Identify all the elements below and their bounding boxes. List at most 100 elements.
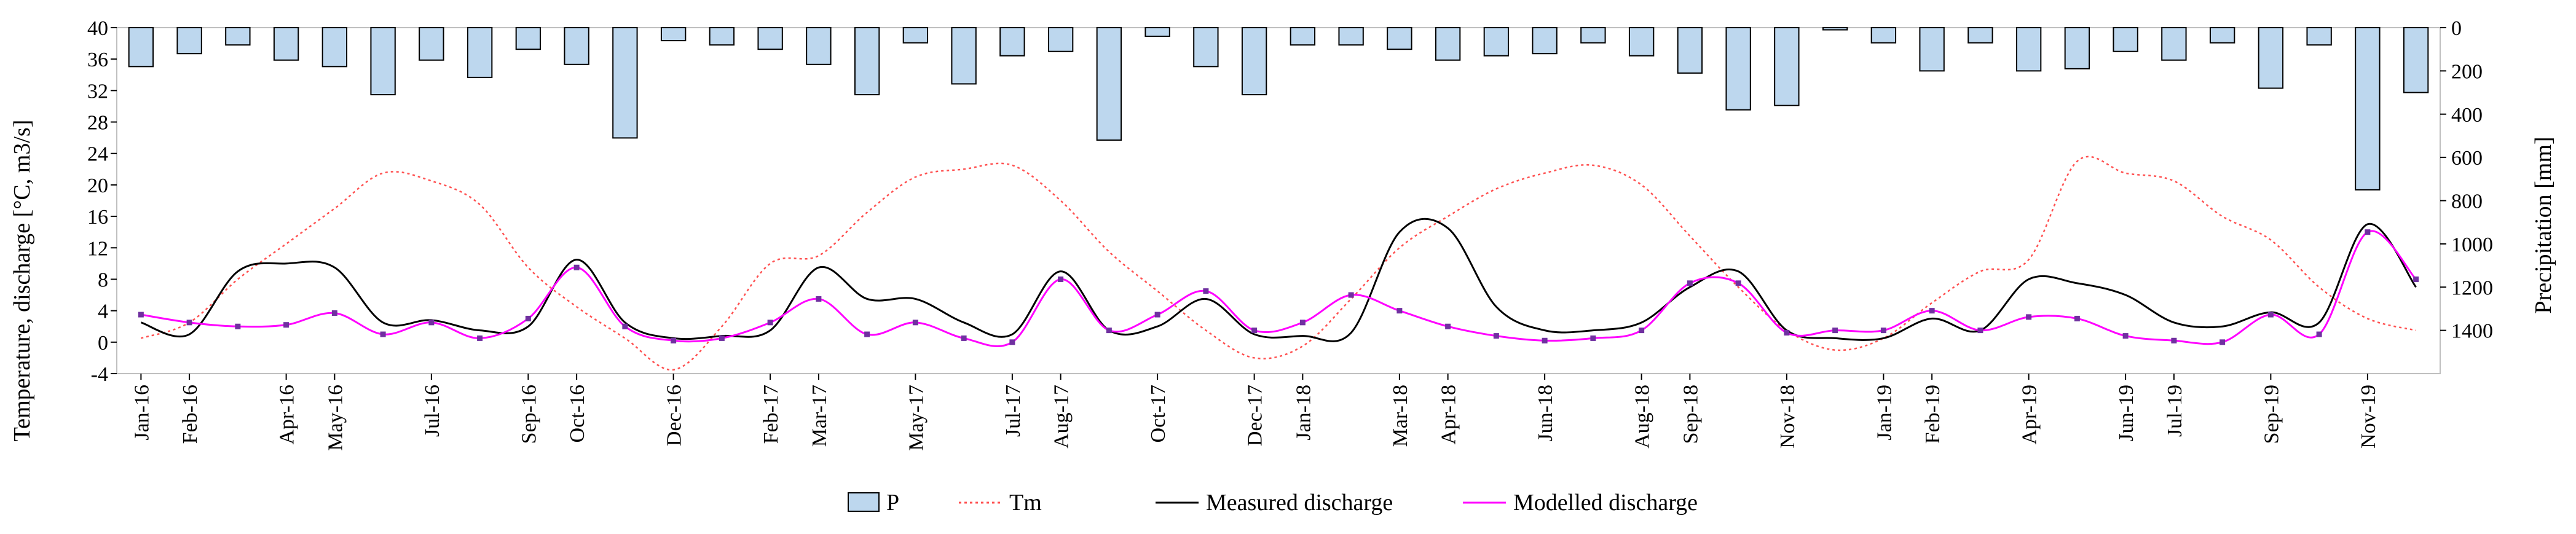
precipitation-bar (515, 27, 542, 50)
modelled-discharge-point (1058, 276, 1064, 282)
modelled-discharge-point (2413, 276, 2419, 282)
modelled-discharge-point (1445, 323, 1451, 329)
modelled-discharge-point (331, 310, 337, 316)
plot-frame (116, 27, 2441, 374)
right-axis-tick-label: 800 (2451, 190, 2483, 213)
x-axis-tick-label: Mar-18 (1389, 385, 1412, 447)
modelled-discharge-point (912, 320, 918, 326)
precipitation-bar (2403, 27, 2429, 93)
modelled-discharge-point (2267, 312, 2274, 318)
precipitation-bar (854, 27, 880, 96)
legend-label: Modelled discharge (1513, 490, 1698, 516)
measured-discharge-line (140, 218, 2417, 342)
precipitation-bar (709, 27, 735, 46)
modelled-discharge-point (477, 335, 483, 341)
left-axis-tick-label: 32 (87, 80, 108, 103)
left-axis-tick-label: 24 (87, 143, 108, 166)
precipitation-bar (757, 27, 783, 50)
x-axis-tick-label: Feb-16 (179, 385, 202, 444)
precipitation-bar (1047, 27, 1074, 52)
precipitation-bar (176, 27, 202, 55)
modelled-discharge-point (186, 320, 192, 326)
left-axis-tick-label: 0 (98, 332, 108, 355)
right-axis-tick-label: 1000 (2451, 234, 2493, 256)
x-axis-tick-label: Nov-19 (2357, 385, 2380, 449)
precipitation-bar (2258, 27, 2284, 89)
precipitation-bar (128, 27, 154, 68)
x-axis-tick-label: Apr-19 (2019, 385, 2041, 445)
right-axis-tick-label: 600 (2451, 147, 2483, 170)
x-axis-tick-label: Jan-19 (1873, 385, 1896, 441)
left-axis-tick-label: 20 (87, 175, 108, 197)
precipitation-bar (1919, 27, 1945, 72)
modelled-discharge-point (1784, 329, 1790, 336)
precipitation-bar (1967, 27, 1993, 44)
legend-label: Measured discharge (1206, 490, 1393, 516)
modelled-discharge-point (622, 323, 628, 329)
precipitation-bar (1338, 27, 1364, 46)
x-axis-tick-label: Jul-17 (1002, 385, 1025, 437)
modelled-discharge-point (380, 331, 386, 337)
left-axis-tick-label: 28 (87, 112, 108, 135)
precipitation-bar (1870, 27, 1897, 44)
precipitation-bar (999, 27, 1025, 57)
precipitation-bar (1628, 27, 1655, 57)
precipitation-bar (806, 27, 832, 65)
left-axis-title: Temperature, discharge [°C, m3/s] (9, 120, 35, 442)
modelled-discharge-point (671, 337, 677, 344)
tm-line (140, 155, 2416, 371)
precipitation-bar (2015, 27, 2042, 72)
modelled-discharge-point (235, 323, 241, 329)
precipitation-bar (1435, 27, 1461, 61)
legend: P Tm Measured discharge Modelled discharge (848, 490, 1698, 516)
right-axis-tick-label: 400 (2451, 104, 2483, 127)
modelled-discharge-point (1687, 280, 1693, 286)
legend-label: Tm (1009, 490, 1042, 516)
precipitation-bar (1580, 27, 1606, 44)
precipitation-bar (1290, 27, 1316, 46)
x-axis-tick-label: Jan-18 (1292, 385, 1315, 441)
modelled-discharge-point (1299, 320, 1306, 326)
modelled-discharge-point (1832, 328, 1838, 334)
modelled-discharge-point (573, 264, 580, 270)
x-axis-tick-label: Mar-17 (808, 385, 831, 447)
modelled-discharge-point (1396, 308, 1403, 314)
modelled-discharge-line (141, 230, 2417, 347)
modelled-discharge-point (283, 322, 290, 328)
precipitation-bar (1822, 27, 1848, 31)
modelled-discharge-point (428, 320, 435, 326)
x-axis-tick-label: Aug-18 (1631, 385, 1654, 449)
legend-swatch-p (848, 492, 880, 512)
precipitation-bar (902, 27, 929, 44)
modelled-discharge-point (1493, 333, 1499, 339)
modelled-discharge-point (2220, 339, 2226, 345)
right-axis-tick-label: 1400 (2451, 320, 2493, 343)
precipitation-bar (321, 27, 348, 68)
precipitation-bar (2064, 27, 2090, 69)
modelled-discharge-point (2074, 315, 2080, 321)
precipitation-bar (419, 27, 444, 61)
precipitation-bar (1774, 27, 1800, 106)
x-axis-tick-label: Jul-19 (2164, 385, 2186, 437)
precipitation-bar (1387, 27, 1412, 50)
modelled-discharge-point (1542, 337, 1548, 344)
line-series (138, 155, 2419, 371)
modelled-discharge-point (1251, 328, 1258, 334)
precipitation-bar (1532, 27, 1558, 55)
precipitation-bar (1096, 27, 1122, 141)
x-axis-tick-label: Dec-16 (663, 385, 686, 446)
modelled-discharge-point (1009, 339, 1015, 345)
modelled-discharge-point (864, 331, 870, 337)
x-axis-tick-label: Jun-18 (1534, 385, 1557, 442)
modelled-discharge-point (1929, 308, 1935, 314)
right-axis-tick-label: 1200 (2451, 277, 2493, 299)
x-axis-tick-label: Feb-19 (1921, 385, 1944, 444)
precipitation-bar (564, 27, 589, 65)
left-axis-tick-label: 12 (87, 237, 108, 260)
precipitation-bar (1483, 27, 1510, 57)
x-axis-tick-label: May-16 (324, 385, 347, 451)
x-axis-tick-label: Apr-16 (276, 385, 299, 445)
right-axis-tick-label: 0 (2451, 17, 2462, 40)
